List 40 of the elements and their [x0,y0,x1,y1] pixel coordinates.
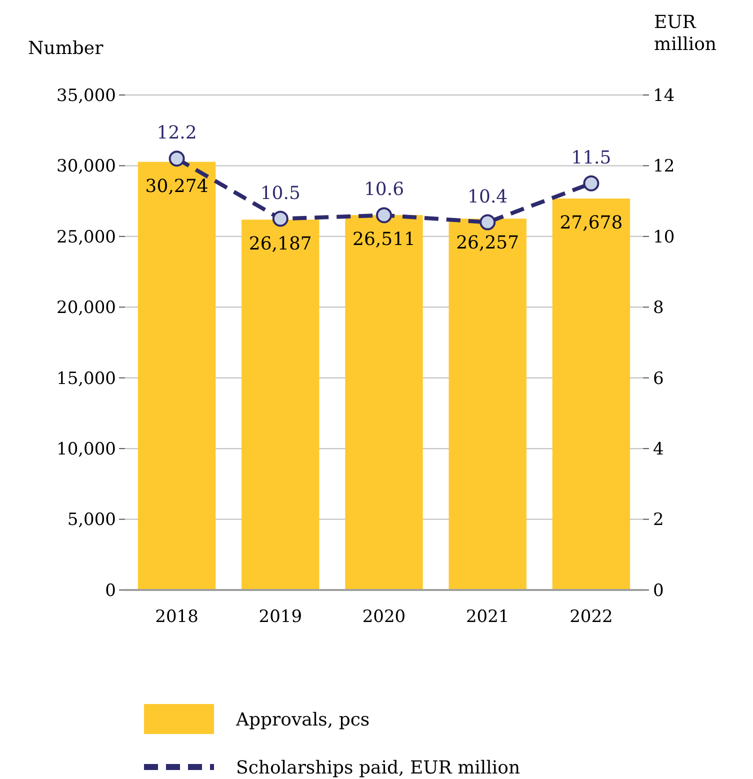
y2-tick-label: 4 [653,440,664,460]
legend-label: Approvals, pcs [235,709,370,730]
data-label: 27,678 [560,212,623,234]
point [272,210,288,227]
y-tick-label: 5,000 [67,510,116,530]
data-label: 10.4 [468,186,508,208]
y2-tick-label: 6 [653,368,664,389]
y2-tick-label: 14 [653,86,675,106]
y-tick-label: 30,000 [56,156,116,177]
point [376,207,392,224]
data-label: 10.6 [364,179,404,200]
x-tick-label: 2022 [570,607,613,627]
data-label: 12.2 [156,122,197,144]
y-tick-label: 10,000 [56,440,116,460]
x-tick-label: 2021 [466,607,510,627]
y2-axis-title: EUR million [654,12,717,55]
y2-tick-label: 12 [653,156,675,177]
x-tick-label: 2019 [258,607,302,627]
y-tick-label: 20,000 [56,298,116,318]
y-axis-title: Number [28,38,104,59]
point [168,150,185,167]
data-label: 26,257 [456,232,520,254]
data-label: 26,187 [248,234,312,255]
data-label: 11.5 [571,147,612,168]
x-tick-label: 2020 [362,607,406,627]
y-tick-label: 0 [105,580,116,601]
legend-label: Scholarships paid, EUR million [236,757,520,778]
y2-tick-label: 2 [653,510,664,530]
data-label: 30,274 [145,176,208,197]
data-label: 26,511 [352,229,416,250]
point [583,175,600,192]
y-tick-label: 35,000 [56,86,116,106]
data-label: 10.5 [260,182,300,204]
y2-tick-label: 0 [653,580,664,601]
y-tick-label: 25,000 [56,227,116,248]
point [480,214,496,230]
y2-tick-label: 10 [653,227,675,248]
x-tick-label: 2018 [155,607,198,627]
y-tick-label: 15,000 [56,368,116,389]
y2-tick-label: 8 [653,298,664,318]
